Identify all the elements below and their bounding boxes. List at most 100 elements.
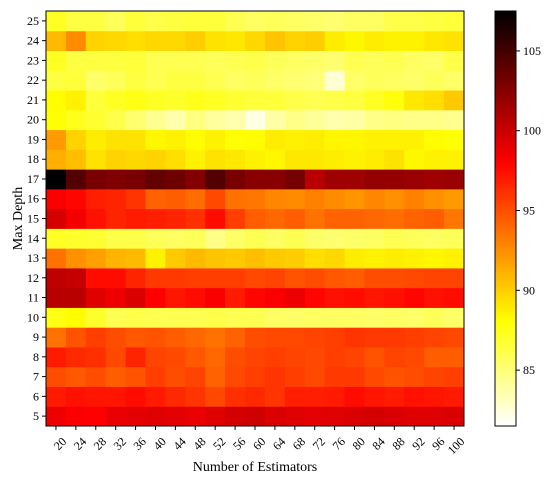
y-tick-label: 8 — [33, 350, 39, 364]
heatmap-cell — [424, 30, 445, 52]
heatmap-cell — [284, 129, 306, 150]
heatmap-cell — [245, 228, 266, 249]
heatmap-cell — [304, 307, 326, 328]
heatmap-cell — [105, 327, 127, 348]
heatmap-cell — [205, 366, 226, 387]
heatmap-cell — [65, 287, 87, 308]
heatmap-cell — [404, 346, 425, 368]
heatmap-cell — [264, 248, 286, 269]
heatmap-cell — [304, 109, 326, 131]
heatmap-cell — [105, 188, 127, 210]
heatmap-cell — [304, 386, 326, 407]
heatmap-cell — [145, 208, 166, 229]
heatmap-cell — [304, 50, 326, 71]
heatmap-cell — [264, 11, 286, 32]
heatmap-cell — [65, 406, 87, 427]
heatmap-cell — [205, 228, 226, 249]
y-axis-label: Max Depth — [11, 187, 26, 250]
heatmap-cell — [65, 228, 87, 249]
heatmap-cell — [264, 90, 286, 111]
heatmap-cell — [444, 109, 465, 131]
heatmap-cell — [324, 129, 346, 150]
heatmap-cell — [205, 129, 226, 150]
heatmap-cell — [364, 129, 385, 150]
heatmap-cell — [284, 149, 306, 170]
heatmap-cell — [264, 188, 286, 210]
heatmap-cell — [185, 208, 206, 229]
heatmap-cell — [444, 307, 465, 328]
heatmap-cell — [324, 346, 346, 368]
heatmap-cell — [105, 169, 127, 190]
heatmap-cell — [364, 90, 385, 111]
heatmap-cell — [105, 307, 127, 328]
y-tick-label: 5 — [33, 409, 39, 423]
heatmap-cell — [344, 327, 365, 348]
heatmap-cell — [125, 346, 147, 368]
heatmap-cell — [364, 109, 385, 131]
heatmap-cell — [105, 109, 127, 131]
heatmap-cell — [264, 228, 286, 249]
heatmap-cell — [304, 70, 326, 91]
heatmap-cell — [404, 129, 425, 150]
heatmap-cell — [46, 366, 67, 387]
heatmap-cell — [225, 346, 246, 368]
heatmap-cell — [165, 70, 186, 91]
heatmap-cell — [46, 208, 67, 229]
heatmap-cell — [324, 228, 346, 249]
heatmap-cell — [205, 287, 226, 308]
heatmap-cell — [264, 406, 286, 427]
heatmap-cell — [165, 346, 186, 368]
heatmap-cell — [185, 346, 206, 368]
heatmap-cell — [284, 109, 306, 131]
heatmap-cell — [304, 366, 326, 387]
heatmap-cell — [404, 11, 425, 32]
heatmap-cell — [145, 169, 166, 190]
heatmap-cell — [225, 70, 246, 91]
heatmap-cell — [46, 11, 67, 32]
heatmap-cell — [205, 70, 226, 91]
heatmap-cell — [404, 50, 425, 71]
heatmap-cell — [404, 169, 425, 190]
heatmap-cell — [46, 248, 67, 269]
heatmap-cell — [245, 307, 266, 328]
heatmap-cell — [264, 386, 286, 407]
heatmap-cell — [245, 327, 266, 348]
heatmap-cell — [424, 287, 445, 308]
heatmap-cell — [444, 327, 465, 348]
heatmap-cell — [145, 188, 166, 210]
heatmap-cell — [284, 386, 306, 407]
heatmap-cell — [344, 248, 365, 269]
heatmap-cell — [105, 149, 127, 170]
heatmap-cell — [225, 11, 246, 32]
heatmap-cell — [424, 307, 445, 328]
colorbar-tick-label: 100 — [523, 124, 541, 138]
heatmap-cell — [225, 307, 246, 328]
heatmap-cell — [344, 208, 365, 229]
heatmap-cell — [284, 228, 306, 249]
heatmap-cell — [404, 149, 425, 170]
heatmap-cell — [245, 149, 266, 170]
heatmap-cell — [165, 149, 186, 170]
heatmap-cell — [384, 267, 405, 289]
heatmap-cell — [424, 188, 445, 210]
colorbar — [494, 10, 517, 427]
heatmap-cell — [185, 406, 206, 427]
heatmap-cell — [424, 208, 445, 229]
y-axis-ticks: 5 6 7 8 9 10 11 12 13 14 15 16 17 18 19 20 21 22 23 24 25 — [27, 14, 46, 423]
x-tick-label: 60 — [250, 434, 268, 452]
heatmap-cell — [444, 267, 465, 289]
heatmap-cell — [424, 11, 445, 32]
heatmap-cell — [105, 11, 127, 32]
heatmap-cell — [344, 90, 365, 111]
heatmap-cell — [85, 386, 107, 407]
heatmap-cell — [384, 30, 405, 52]
heatmap-cell — [165, 366, 186, 387]
heatmap-cell — [245, 248, 266, 269]
heatmap-cell — [384, 70, 405, 91]
heatmap-cell — [404, 287, 425, 308]
heatmap-cell — [444, 248, 465, 269]
heatmap-cell — [105, 406, 127, 427]
heatmap-cell — [245, 267, 266, 289]
heatmap-cell — [125, 149, 147, 170]
heatmap-cell — [264, 50, 286, 71]
